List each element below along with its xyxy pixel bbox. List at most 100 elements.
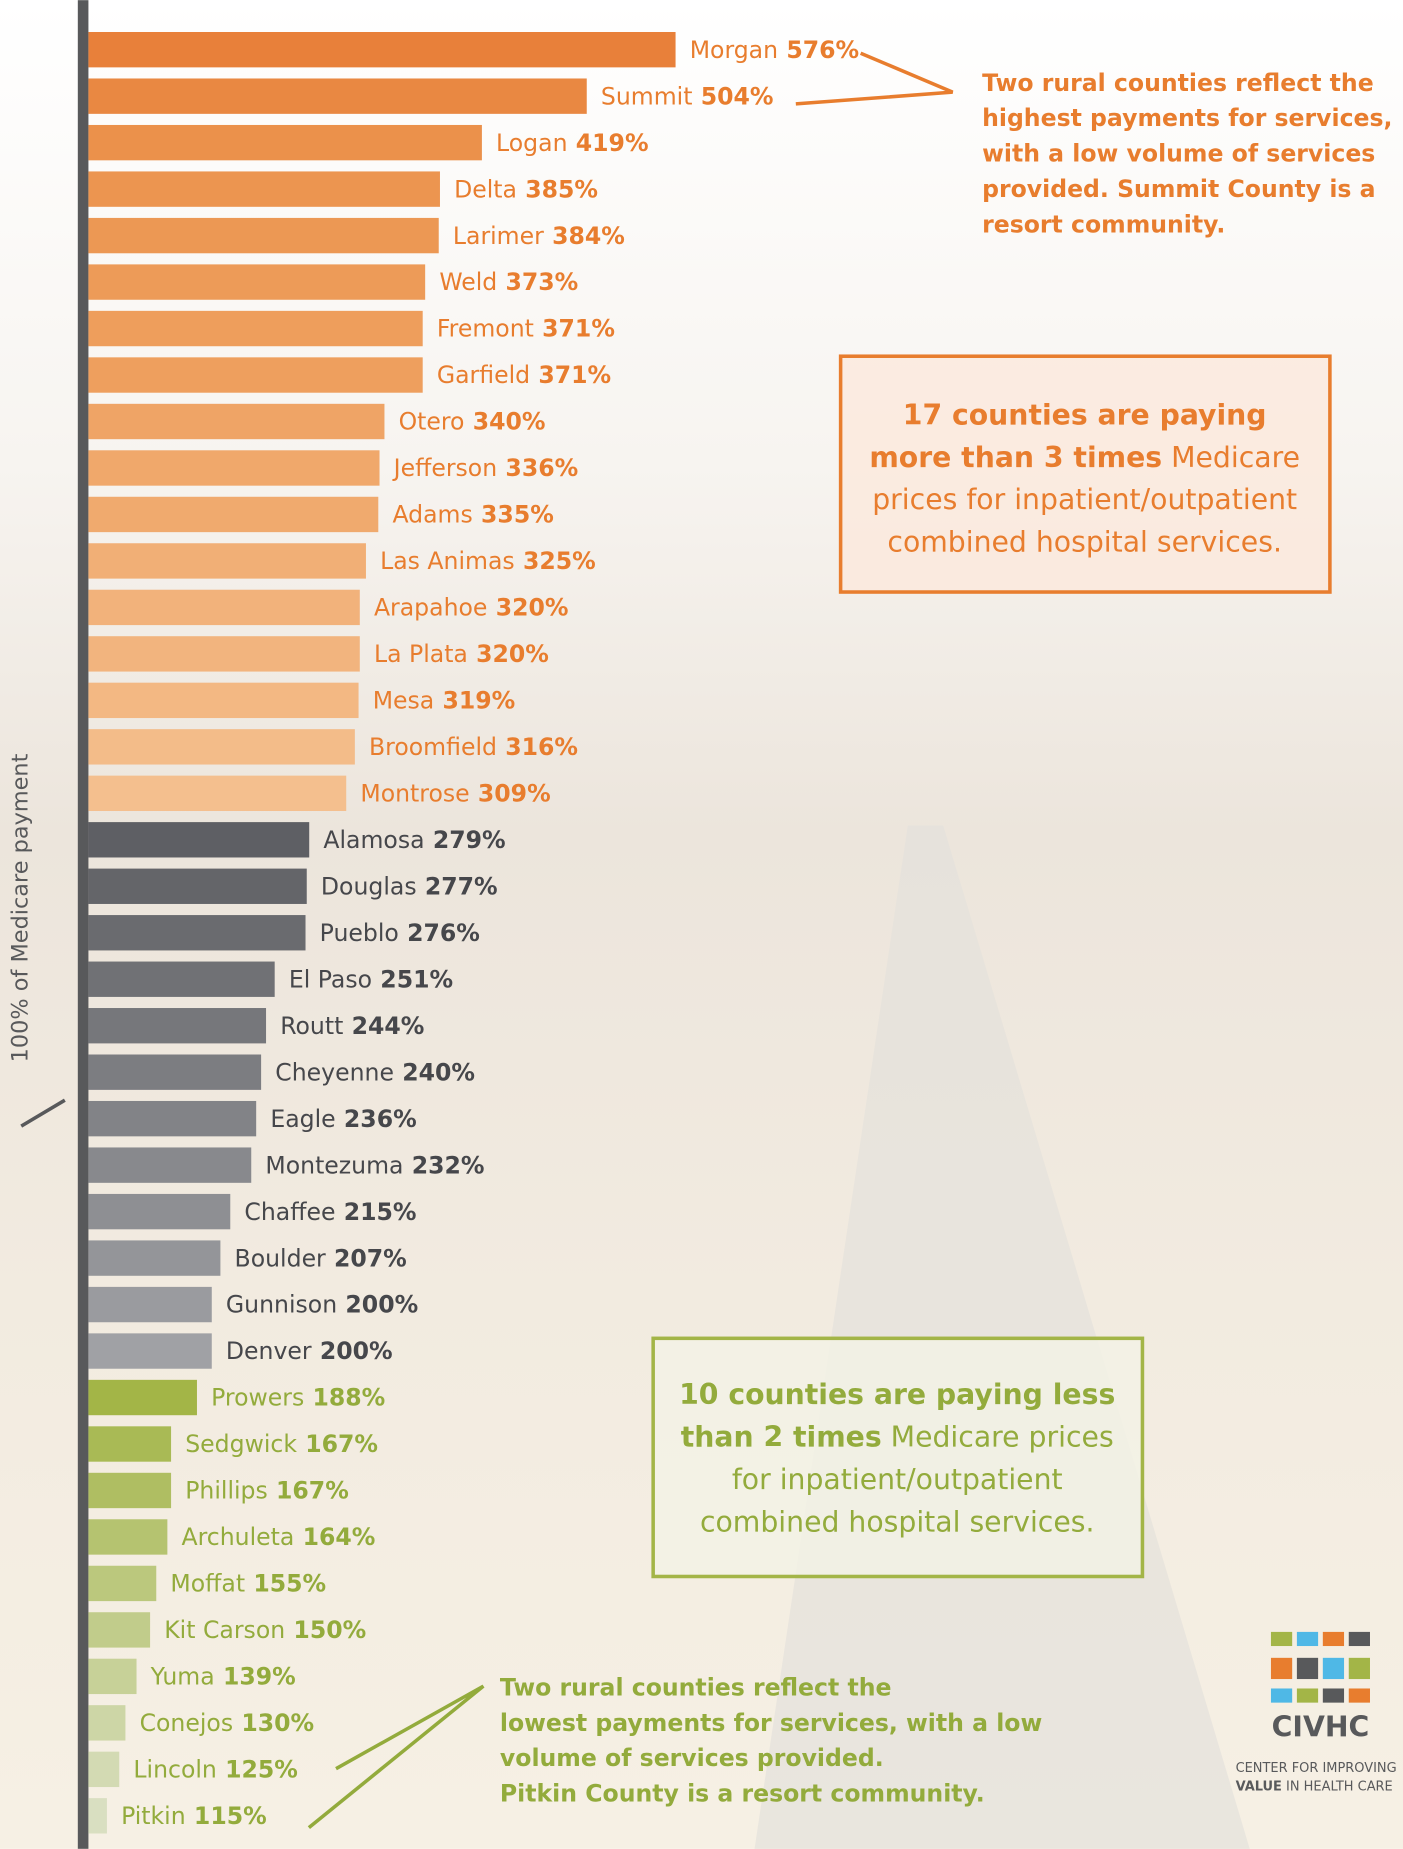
bar <box>88 264 426 300</box>
annotation-text: Two rural counties reflect the <box>982 68 1374 96</box>
bar <box>88 1751 120 1788</box>
annotation-line: than 2 times Medicare prices <box>681 1421 1114 1454</box>
value-label: 371% <box>542 314 615 342</box>
bar-label: Pueblo 276% <box>320 918 480 946</box>
bar <box>88 1240 221 1276</box>
annotation-line: more than 3 times Medicare <box>869 441 1300 474</box>
annotation-line: 10 counties are paying less <box>679 1378 1115 1411</box>
bar-label: Weld 373% <box>439 268 578 296</box>
bar <box>88 915 306 951</box>
logo-name: CIVHC <box>1272 1711 1370 1744</box>
leader-line <box>307 1684 485 1829</box>
category-label: Cheyenne <box>275 1058 394 1086</box>
annotation-line: Pitkin County is a resort community. <box>500 1779 985 1807</box>
bar-label: Fremont 371% <box>437 314 615 342</box>
annotation-line: provided. Summit County is a <box>982 174 1375 202</box>
category-label: Douglas <box>321 872 417 900</box>
logo-text-bold: VALUE <box>1236 1779 1282 1794</box>
bar <box>88 729 355 765</box>
value-label: 167% <box>305 1430 378 1458</box>
leader-line <box>795 51 954 106</box>
annotation-line: 17 counties are paying <box>903 398 1267 431</box>
value-label: 207% <box>334 1244 407 1272</box>
value-label: 325% <box>523 547 596 575</box>
annotation-text: for inpatient/outpatient <box>732 1463 1063 1496</box>
annotation-line: prices for inpatient/outpatient <box>872 483 1297 516</box>
annotation-text: Medicare prices <box>882 1421 1114 1454</box>
value-label: 244% <box>352 1011 425 1039</box>
annotation-text: Medicare <box>1162 441 1300 474</box>
category-label: Routt <box>280 1011 343 1039</box>
value-label: 277% <box>425 872 498 900</box>
bar-label: Broomfield 316% <box>369 733 578 761</box>
axis-label: 100% of Medicare payment <box>8 753 34 1062</box>
value-label: 155% <box>253 1569 326 1597</box>
category-label: Garfield <box>437 361 530 389</box>
bar <box>88 1147 252 1183</box>
annotation-text: with a low volume of services <box>982 139 1375 167</box>
category-label: Delta <box>454 175 517 203</box>
bar <box>88 682 359 719</box>
category-label: Chaffee <box>244 1197 335 1225</box>
bar <box>88 822 310 858</box>
bar-label: Logan 419% <box>496 128 649 156</box>
annotation-line: combined hospital services. <box>700 1505 1095 1538</box>
annotation-text: combined hospital services. <box>700 1505 1095 1538</box>
bar <box>88 1519 168 1555</box>
bar-label: Conejos 130% <box>140 1709 315 1737</box>
value-label: 279% <box>433 825 506 853</box>
logo-text: VALUE IN HEALTH CARE <box>1236 1779 1393 1794</box>
bar-label: Routt 244% <box>280 1011 424 1039</box>
bar-label: Alamosa 279% <box>323 825 505 853</box>
bar-label: Montrose 309% <box>360 779 550 807</box>
bar <box>88 961 275 997</box>
category-label: Otero <box>399 407 465 435</box>
annotation-text: combined hospital services. <box>887 526 1282 559</box>
category-label: Jefferson <box>392 454 498 482</box>
bar-label: El Paso 251% <box>289 965 453 993</box>
category-label: Phillips <box>185 1476 268 1504</box>
annotation-text: 10 counties are paying less <box>679 1378 1115 1411</box>
bar-label: Gunnison 200% <box>226 1290 418 1318</box>
category-label: Eagle <box>270 1104 335 1132</box>
bar-label: Mesa 319% <box>373 686 516 714</box>
bar <box>88 1705 126 1741</box>
bar-label: Jefferson 336% <box>392 454 579 482</box>
category-label: Arapahoe <box>374 593 488 621</box>
annotation-text: highest payments for services, <box>982 104 1392 132</box>
category-label: Gunnison <box>226 1290 337 1318</box>
value-label: 419% <box>576 128 649 156</box>
annotation-text: 17 counties are paying <box>903 398 1267 431</box>
bar-label: Kit Carson 150% <box>164 1616 366 1644</box>
bar <box>88 124 482 161</box>
value-label: 385% <box>525 175 598 203</box>
bar <box>88 1193 231 1230</box>
category-label: Weld <box>439 268 497 296</box>
annotation-text: than 2 times <box>681 1421 882 1454</box>
value-label: 215% <box>344 1197 417 1225</box>
annotation-line: highest payments for services, <box>982 104 1392 132</box>
value-label: 240% <box>402 1058 475 1086</box>
annotation-line: lowest payments for services, with a low <box>500 1708 1042 1736</box>
bar <box>88 310 423 347</box>
category-label: Archuleta <box>182 1523 295 1551</box>
value-label: 130% <box>241 1709 314 1737</box>
value-label: 371% <box>538 361 611 389</box>
bar-label: Denver 200% <box>226 1337 393 1365</box>
bar-label: Sedgwick 167% <box>185 1430 378 1458</box>
callout-box <box>651 1336 1145 1579</box>
value-label: 336% <box>505 454 578 482</box>
bar <box>88 171 440 207</box>
bar-label: Boulder 207% <box>235 1244 407 1272</box>
bar <box>88 1054 262 1090</box>
annotation-text: lowest payments for services, with a low <box>500 1708 1042 1736</box>
logo-text-rest: IN HEALTH CARE <box>1282 1779 1393 1794</box>
category-label: Montrose <box>360 779 469 807</box>
bar-label: La Plata 320% <box>374 640 549 668</box>
value-label: 232% <box>412 1151 485 1179</box>
value-label: 316% <box>505 733 578 761</box>
annotation-line: with a low volume of services <box>982 139 1375 167</box>
category-label: Summit <box>601 82 693 110</box>
bar <box>88 868 307 904</box>
